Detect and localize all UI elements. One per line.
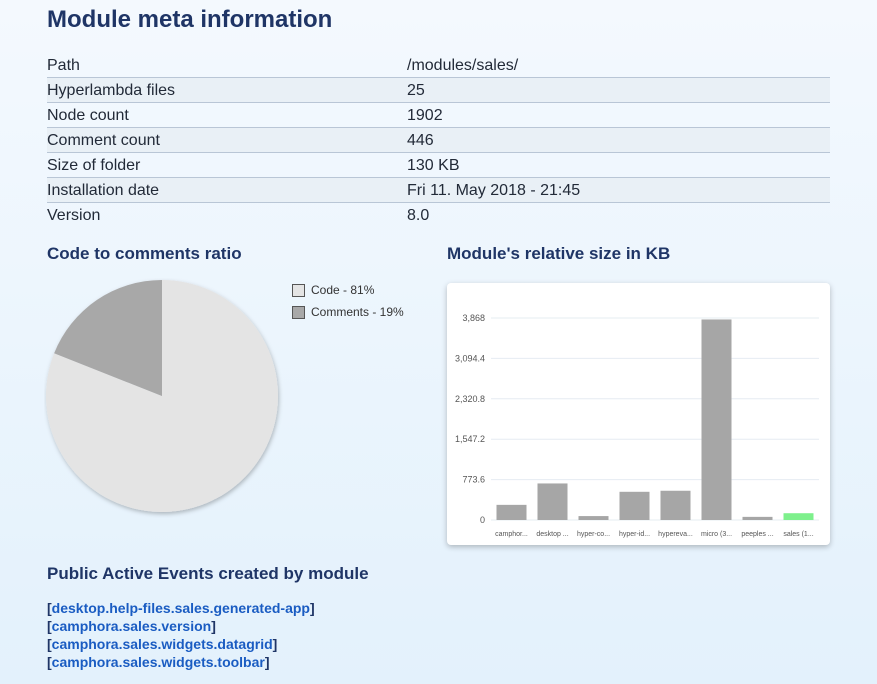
bar-chart: 0 773.6 1,547.2 2,320.8 3,094.4 3,868 camphor… <box>455 313 819 538</box>
bar-0 <box>496 504 527 520</box>
event-item: [camphora.sales.widgets.datagrid] <box>47 636 278 652</box>
event-item: [camphora.sales.widgets.toolbar] <box>47 654 270 670</box>
size-section-title: Module's relative size in KB <box>447 244 671 263</box>
bar-5 <box>701 319 732 520</box>
bar-2 <box>578 516 609 520</box>
meta-row-path: Path /modules/sales/ <box>47 53 830 78</box>
event-item: [camphora.sales.version] <box>47 618 216 634</box>
x-tick-label: camphor... <box>495 531 528 538</box>
x-tick-label: hyper-id... <box>619 531 650 538</box>
y-tick-label: 3,868 <box>462 313 485 323</box>
meta-row-installation-date: Installation date Fri 11. May 2018 - 21:… <box>47 178 830 203</box>
legend-label-comments: Comments - 19% <box>311 305 404 319</box>
event-link[interactable]: desktop.help-files.sales.generated-app <box>51 600 310 616</box>
meta-key: Path <box>47 57 80 74</box>
bar-7 <box>783 513 814 520</box>
x-tick-label: sales (1... <box>783 531 813 538</box>
meta-value: 8.0 <box>407 207 430 224</box>
x-tick-label: micro (3... <box>701 531 732 538</box>
event-link[interactable]: camphora.sales.version <box>51 618 212 634</box>
bar-3 <box>619 491 650 520</box>
pie-slice-comments <box>54 280 162 396</box>
meta-row-hyperlambda-files: Hyperlambda files 25 <box>47 78 830 103</box>
x-tick-label: peeples ... <box>741 531 773 538</box>
meta-key: Installation date <box>47 182 160 199</box>
pie-legend: Code - 81% Comments - 19% <box>292 279 404 323</box>
meta-key: Version <box>47 207 101 224</box>
y-tick-label: 0 <box>480 515 485 525</box>
legend-swatch-code <box>292 283 305 297</box>
event-item: [desktop.help-files.sales.generated-app] <box>47 600 315 616</box>
meta-value: Fri 11. May 2018 - 21:45 <box>407 182 581 199</box>
legend-label-code: Code - 81% <box>311 283 375 297</box>
ratio-section-title: Code to comments ratio <box>47 244 242 263</box>
meta-key: Node count <box>47 107 129 124</box>
pie-chart-svg <box>46 280 279 512</box>
meta-table: Path /modules/sales/ Hyperlambda files 2… <box>47 53 830 228</box>
y-tick-label: 773.6 <box>462 475 485 485</box>
legend-item-comments: Comments - 19% <box>292 301 404 323</box>
meta-value: 446 <box>407 132 434 149</box>
events-section-title: Public Active Events created by module <box>47 564 369 583</box>
meta-row-size-of-folder: Size of folder 130 KB <box>47 153 830 178</box>
x-tick-label: hyper-co... <box>577 531 610 538</box>
meta-value: /modules/sales/ <box>407 57 519 74</box>
pie-chart <box>44 278 284 518</box>
bar-1 <box>537 483 568 520</box>
x-tick-label: desktop ... <box>536 531 568 538</box>
y-tick-label: 3,094.4 <box>455 353 485 363</box>
meta-row-version: Version 8.0 <box>47 203 830 228</box>
y-tick-label: 2,320.8 <box>455 394 485 404</box>
meta-value: 25 <box>407 82 425 99</box>
bar-chart-card: 0 773.6 1,547.2 2,320.8 3,094.4 3,868 camphor… <box>447 283 830 545</box>
meta-value: 1902 <box>407 107 443 124</box>
event-link[interactable]: camphora.sales.widgets.datagrid <box>51 636 273 652</box>
pie-slice-code <box>46 280 279 512</box>
event-link[interactable]: camphora.sales.widgets.toolbar <box>51 654 265 670</box>
x-tick-label: hypereva... <box>658 531 693 538</box>
legend-item-code: Code - 81% <box>292 279 404 301</box>
meta-row-comment-count: Comment count 446 <box>47 128 830 153</box>
meta-row-node-count: Node count 1902 <box>47 103 830 128</box>
meta-value: 130 KB <box>407 157 460 174</box>
meta-key: Size of folder <box>47 157 141 174</box>
events-list: [desktop.help-files.sales.generated-app]… <box>47 599 315 671</box>
bar-6 <box>742 516 773 520</box>
page-title: Module meta information <box>47 6 333 33</box>
y-tick-label: 1,547.2 <box>455 434 485 444</box>
meta-key: Hyperlambda files <box>47 82 176 99</box>
legend-swatch-comments <box>292 305 305 319</box>
meta-key: Comment count <box>47 132 160 149</box>
bar-4 <box>660 490 691 520</box>
